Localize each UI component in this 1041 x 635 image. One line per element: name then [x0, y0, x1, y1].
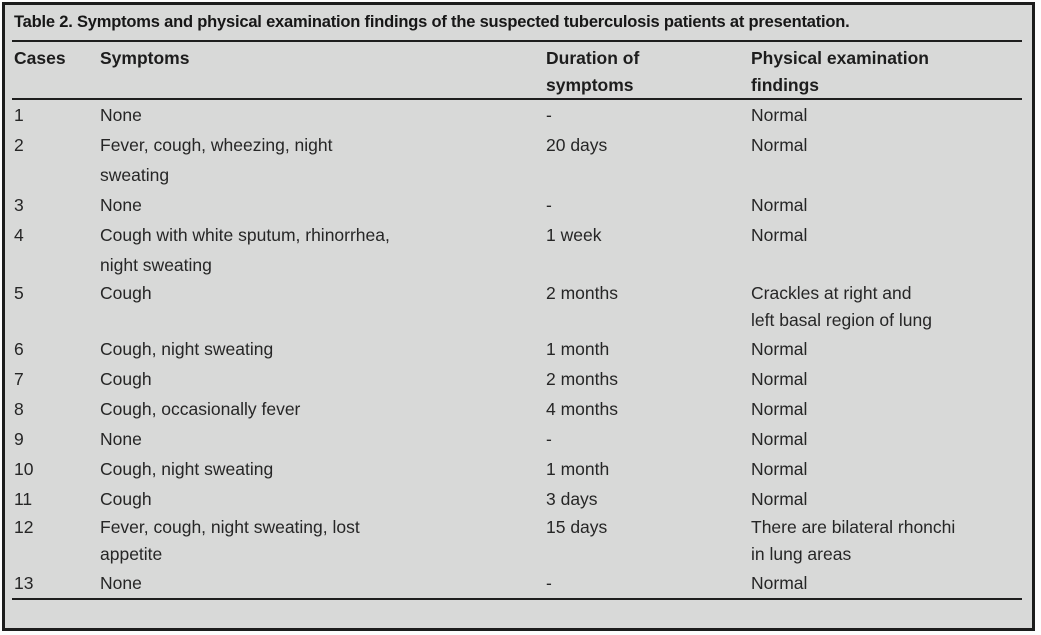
cell-findings: Normal — [751, 459, 808, 479]
cell-case-number: 1 — [14, 105, 24, 125]
cell-symptoms: Fever, cough, wheezing, night sweating — [100, 135, 333, 185]
cell-duration: - — [546, 105, 552, 125]
cell-case-number: 11 — [14, 489, 33, 509]
cell-duration: 2 months — [546, 369, 618, 389]
cell-findings: Normal — [751, 135, 808, 155]
cell-duration: 1 month — [546, 339, 610, 359]
cell-duration: 1 week — [546, 225, 602, 245]
cell-case-number: 13 — [14, 573, 34, 593]
cell-duration: - — [546, 195, 552, 215]
cell-duration: - — [546, 573, 552, 593]
cell-symptoms: Cough — [100, 283, 152, 303]
cell-findings: Normal — [751, 429, 808, 449]
cell-findings: Normal — [751, 369, 808, 389]
cell-symptoms: None — [100, 195, 142, 215]
cell-symptoms: Cough with white sputum, rhinorrhea, nig… — [100, 225, 390, 275]
cell-case-number: 7 — [14, 369, 24, 389]
cell-symptoms: None — [100, 573, 142, 593]
table-row: 8 Cough, occasionally fever 4 months Nor… — [5, 394, 1032, 424]
title-divider-rule — [12, 40, 1022, 42]
table-title: Table 2. Symptoms and physical examinati… — [14, 13, 850, 31]
cell-case-number: 6 — [14, 339, 24, 359]
cell-case-number: 9 — [14, 429, 24, 449]
cell-findings: Normal — [751, 573, 808, 593]
cell-case-number: 12 — [14, 517, 34, 537]
cell-case-number: 3 — [14, 195, 24, 215]
table-row: 6 Cough, night sweating 1 month Normal — [5, 334, 1032, 364]
table-row: 13 None - Normal — [5, 568, 1032, 598]
table-row: 2 Fever, cough, wheezing, night sweating… — [5, 130, 1032, 190]
cell-symptoms: Cough, occasionally fever — [100, 399, 301, 419]
table-row: 10 Cough, night sweating 1 month Normal — [5, 454, 1032, 484]
cell-case-number: 5 — [14, 283, 24, 303]
table-body: 1 None - Normal 2 Fever, cough, wheezing… — [5, 100, 1032, 598]
cell-case-number: 2 — [14, 135, 24, 155]
cell-findings: Normal — [751, 105, 808, 125]
table-row: 5 Cough 2 months Crackles at right and l… — [5, 280, 1032, 334]
cell-findings: Normal — [751, 339, 808, 359]
column-header-findings: Physical examination findings — [751, 48, 929, 95]
cell-case-number: 10 — [14, 459, 34, 479]
cell-findings: Normal — [751, 195, 808, 215]
cell-findings: Crackles at right and left basal region … — [751, 283, 932, 330]
bottom-rule — [12, 598, 1022, 600]
column-header-cases: Cases — [14, 48, 66, 68]
cell-case-number: 8 — [14, 399, 24, 419]
cell-duration: 1 month — [546, 459, 610, 479]
table-row: 12 Fever, cough, night sweating, lost ap… — [5, 514, 1032, 568]
table-row: 11 Cough 3 days Normal — [5, 484, 1032, 514]
cell-duration: 2 months — [546, 283, 618, 303]
cell-symptoms: Fever, cough, night sweating, lost appet… — [100, 517, 360, 564]
table-header-row: Cases Symptoms Duration of symptoms Phys… — [5, 42, 1032, 98]
cell-duration: 3 days — [546, 489, 598, 509]
table-row: 7 Cough 2 months Normal — [5, 364, 1032, 394]
cell-findings: There are bilateral rhonchi in lung area… — [751, 517, 956, 564]
cell-symptoms: None — [100, 429, 142, 449]
table-row: 9 None - Normal — [5, 424, 1032, 454]
cell-symptoms: Cough, night sweating — [100, 339, 274, 359]
cell-findings: Normal — [751, 399, 808, 419]
cell-symptoms: Cough — [100, 369, 152, 389]
header-divider-rule — [12, 98, 1022, 100]
cell-duration: 15 days — [546, 517, 608, 537]
cell-symptoms: Cough — [100, 489, 152, 509]
cell-findings: Normal — [751, 489, 808, 509]
cell-symptoms: Cough, night sweating — [100, 459, 274, 479]
table-row: 4 Cough with white sputum, rhinorrhea, n… — [5, 220, 1032, 280]
column-header-duration: Duration of symptoms — [546, 48, 640, 95]
column-header-symptoms: Symptoms — [100, 48, 190, 68]
cell-findings: Normal — [751, 225, 808, 245]
table-row: 1 None - Normal — [5, 100, 1032, 130]
table-row: 3 None - Normal — [5, 190, 1032, 220]
cell-duration: 20 days — [546, 135, 608, 155]
cell-duration: - — [546, 429, 552, 449]
cell-duration: 4 months — [546, 399, 618, 419]
cell-symptoms: None — [100, 105, 142, 125]
cell-case-number: 4 — [14, 225, 24, 245]
